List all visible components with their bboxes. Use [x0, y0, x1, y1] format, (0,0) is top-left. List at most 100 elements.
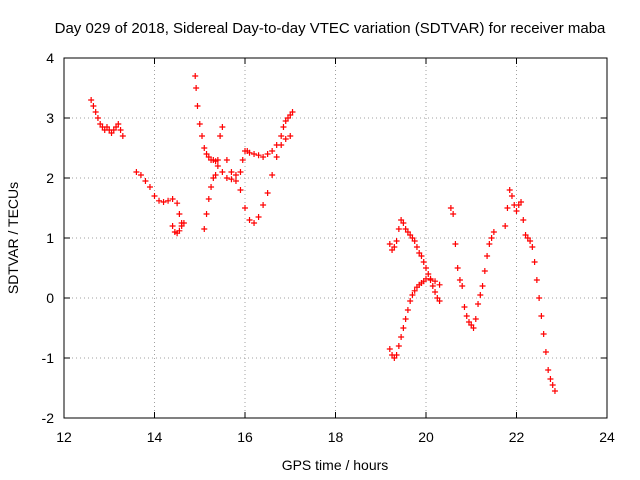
x-tick-label: 22 — [509, 429, 525, 445]
x-tick-label: 16 — [237, 429, 253, 445]
data-point — [251, 151, 258, 157]
data-point — [287, 133, 294, 139]
data-point — [456, 277, 463, 283]
data-point — [219, 169, 226, 175]
data-point — [237, 187, 244, 193]
data-point — [176, 227, 183, 234]
data-point — [205, 196, 212, 202]
data-point — [255, 152, 262, 159]
data-point — [409, 292, 416, 298]
data-point — [452, 241, 459, 247]
series-track-8 — [447, 205, 497, 331]
y-tick-label: 2 — [46, 170, 54, 186]
data-point — [475, 301, 482, 307]
data-point — [400, 220, 407, 226]
data-point — [201, 145, 208, 151]
y-tick-label: 0 — [46, 290, 54, 306]
y-tick-label: 4 — [46, 50, 54, 66]
data-point — [289, 109, 296, 115]
data-point — [194, 103, 201, 109]
y-tick-label: -1 — [42, 350, 55, 366]
data-point — [420, 259, 427, 265]
series-track-7 — [386, 275, 443, 361]
data-point — [246, 149, 253, 156]
data-point — [481, 268, 488, 274]
data-point — [232, 178, 239, 184]
data-point — [454, 265, 461, 271]
data-point — [425, 271, 432, 277]
data-point — [413, 244, 420, 250]
data-point — [490, 229, 497, 235]
data-point — [214, 163, 221, 169]
data-point — [264, 190, 271, 196]
x-tick-label: 14 — [147, 429, 163, 445]
data-point — [504, 205, 511, 211]
data-point — [411, 287, 418, 294]
y-axis-label: SDTVAR / TECUs — [5, 182, 21, 294]
y-tick-label: -2 — [42, 410, 55, 426]
y-axis-ticks: -2 -1 0 1 2 3 4 — [42, 50, 607, 426]
series-track-4 — [192, 73, 296, 184]
data-point — [447, 205, 454, 211]
data-point — [386, 241, 393, 247]
data-point — [217, 133, 224, 139]
data-point — [502, 223, 509, 229]
data-point — [386, 346, 393, 352]
data-point — [237, 169, 244, 175]
grid-lines — [64, 58, 607, 418]
data-point — [94, 115, 101, 121]
data-point — [393, 238, 400, 244]
data-point — [180, 220, 187, 226]
data-point — [239, 157, 246, 163]
series-track-3 — [169, 220, 187, 237]
data-point — [429, 283, 436, 289]
data-point — [212, 172, 219, 178]
y-tick-label: 3 — [46, 110, 54, 126]
series-track-9 — [502, 187, 558, 394]
x-tick-label: 12 — [56, 429, 72, 445]
data-point — [115, 121, 122, 127]
data-point — [551, 388, 558, 394]
x-axis-label: GPS time / hours — [282, 457, 389, 473]
data-point — [203, 211, 210, 217]
data-point — [219, 124, 226, 130]
data-point — [169, 196, 176, 202]
data-point — [214, 157, 221, 163]
data-point — [137, 172, 144, 178]
data-point — [432, 278, 439, 285]
data-point — [427, 275, 434, 282]
data-point — [196, 121, 203, 127]
data-point — [459, 283, 466, 289]
data-point — [278, 133, 285, 139]
data-point — [88, 97, 95, 103]
data-point — [142, 178, 149, 184]
data-point — [529, 244, 536, 250]
data-point — [472, 316, 479, 322]
series-track-1 — [88, 97, 126, 139]
data-points — [88, 73, 558, 394]
data-point — [201, 226, 208, 232]
data-point — [251, 220, 258, 226]
data-point — [479, 283, 486, 289]
data-point — [199, 133, 206, 139]
data-point — [119, 133, 126, 139]
data-point — [280, 124, 287, 130]
data-point — [404, 307, 411, 313]
data-point — [90, 103, 97, 109]
data-point — [146, 184, 153, 190]
data-point — [165, 197, 172, 204]
data-point — [407, 298, 414, 304]
data-point — [193, 85, 200, 91]
data-point — [470, 325, 477, 331]
data-point — [174, 200, 181, 207]
data-point — [395, 343, 402, 349]
data-point — [461, 304, 468, 310]
data-point — [160, 199, 167, 205]
data-point — [398, 334, 405, 340]
data-point — [133, 169, 140, 175]
data-point — [260, 202, 267, 208]
chart-title: Day 029 of 2018, Sidereal Day-to-day VTE… — [55, 20, 606, 37]
series-track-5 — [201, 124, 294, 232]
data-point — [533, 277, 540, 283]
